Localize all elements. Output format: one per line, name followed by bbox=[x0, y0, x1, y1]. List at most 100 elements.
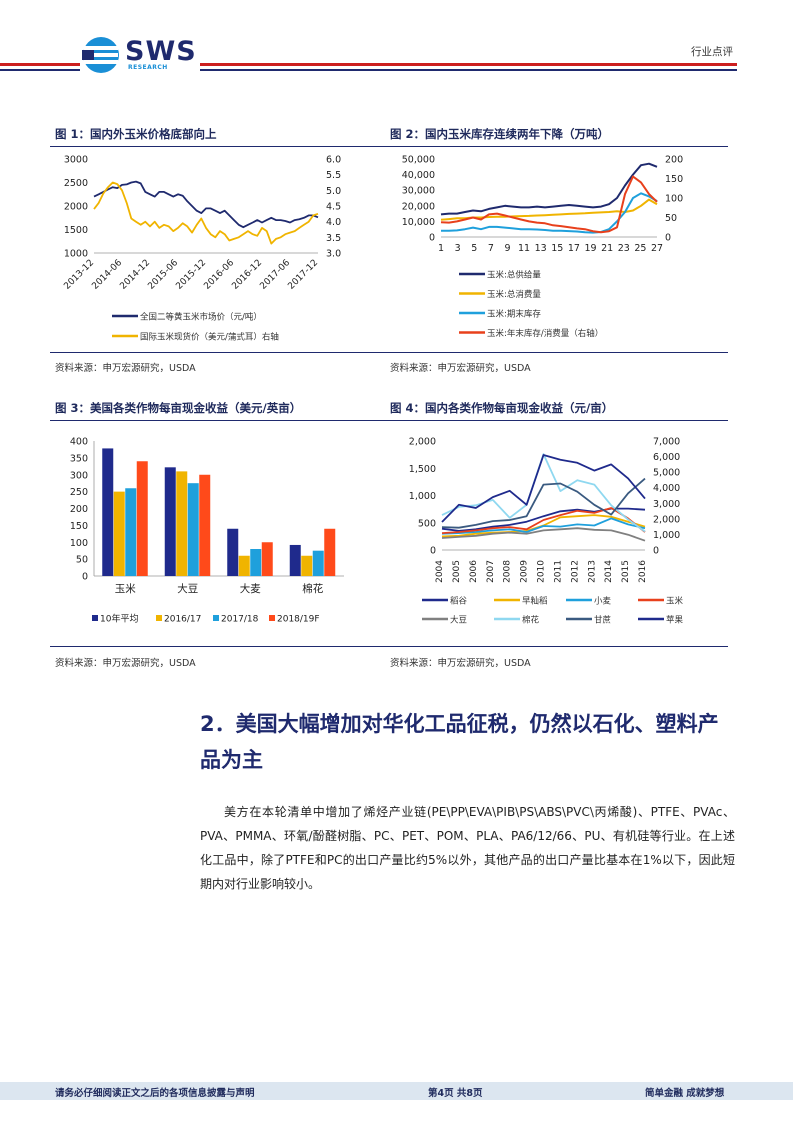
bar bbox=[324, 528, 336, 576]
footer-bar bbox=[0, 1082, 793, 1100]
y-tick-label-right: 5.5 bbox=[326, 170, 341, 181]
x-tick-label: 2008 bbox=[503, 560, 513, 583]
legend-label: 棉花 bbox=[522, 615, 540, 626]
y-tick-label-left: 1,500 bbox=[409, 464, 436, 475]
y-tick-label: 100 bbox=[70, 538, 88, 549]
y-tick-label-left: 2,000 bbox=[409, 437, 436, 448]
x-tick-label: 2013-12 bbox=[62, 258, 96, 292]
legend-label: 苹果 bbox=[666, 615, 684, 626]
figure-1-chart: 3000 2500 2000 1500 1000 6.0 5.5 5.0 4.5 4.0 3.5 3.… bbox=[62, 155, 341, 343]
x-tick-label: 2005 bbox=[452, 560, 462, 583]
x-tick-label: 2009 bbox=[520, 560, 530, 583]
x-tick-label: 2004 bbox=[435, 560, 445, 583]
y-tick-label: 50 bbox=[76, 555, 88, 566]
legend-label: 玉米 bbox=[666, 596, 684, 607]
report-type-label: 行业点评 bbox=[691, 46, 733, 58]
footer-page-info: 第4页 共8页 bbox=[428, 1088, 483, 1099]
figure-2-chart: 50,00040,00030,00020,00010,0000200150100… bbox=[402, 155, 683, 340]
x-tick-label: 2016-12 bbox=[230, 258, 264, 292]
x-tick-label: 11 bbox=[518, 243, 530, 254]
section-heading: 2．美国大幅增加对华化工品征税，仍然以石化、塑料产品为主 bbox=[200, 712, 719, 772]
y-tick-label-right: 4.0 bbox=[326, 217, 341, 228]
legend-swatch bbox=[213, 615, 219, 621]
bar bbox=[113, 491, 125, 576]
legend-label: 2018/19F bbox=[277, 615, 320, 625]
y-tick-label: 300 bbox=[70, 470, 88, 481]
bar bbox=[312, 550, 324, 576]
x-tick-label: 2012 bbox=[570, 560, 580, 583]
y-tick-label-left: 40,000 bbox=[402, 170, 435, 181]
x-tick-label: 大麦 bbox=[240, 582, 261, 595]
y-tick-label-left: 50,000 bbox=[402, 155, 435, 166]
x-tick-label: 2014 bbox=[604, 560, 614, 583]
bar bbox=[136, 461, 148, 576]
divider-row-2-top bbox=[50, 420, 728, 421]
bar bbox=[102, 448, 114, 576]
x-tick-label: 13 bbox=[535, 243, 547, 254]
legend-label: 甘蔗 bbox=[594, 615, 611, 626]
x-tick-label: 19 bbox=[584, 243, 596, 254]
y-tick-label-left: 2000 bbox=[64, 202, 88, 213]
x-tick-label: 7 bbox=[488, 243, 494, 254]
sws-logo-icon bbox=[82, 37, 119, 73]
y-tick-label-right: 6,000 bbox=[653, 452, 680, 463]
y-tick-label-right: 0 bbox=[653, 546, 659, 557]
series-line bbox=[441, 192, 658, 234]
x-tick-label: 5 bbox=[471, 243, 477, 254]
y-tick-label-left: 500 bbox=[418, 518, 436, 529]
y-tick-label-left: 1000 bbox=[64, 249, 88, 260]
y-tick-label: 0 bbox=[82, 572, 88, 583]
series-line bbox=[441, 454, 646, 523]
x-tick-label: 玉米 bbox=[115, 582, 136, 595]
y-tick-label-right: 5,000 bbox=[653, 468, 680, 479]
series-line bbox=[441, 527, 646, 542]
legend-label: 全国二等黄玉米市场价（元/吨） bbox=[140, 312, 262, 323]
figure-1-source: 资料来源：申万宏源研究，USDA bbox=[55, 363, 196, 374]
y-tick-label-right: 6.0 bbox=[326, 155, 341, 166]
bar bbox=[238, 555, 250, 576]
series-line bbox=[440, 162, 658, 216]
series-line bbox=[441, 507, 646, 534]
x-tick-label: 2011 bbox=[553, 560, 563, 583]
legend-label: 国际玉米现货价（美元/蒲式耳）右轴 bbox=[140, 332, 279, 343]
x-tick-label: 棉花 bbox=[302, 582, 323, 595]
x-tick-label: 21 bbox=[601, 243, 613, 254]
x-tick-label: 23 bbox=[618, 243, 630, 254]
y-tick-label-left: 30,000 bbox=[402, 186, 435, 197]
y-tick-label-left: 3000 bbox=[64, 155, 88, 166]
x-tick-label: 27 bbox=[651, 243, 663, 254]
y-tick-label-left: 1,000 bbox=[409, 491, 436, 502]
bar bbox=[176, 471, 188, 576]
y-tick-label: 150 bbox=[70, 521, 88, 532]
figure-4-chart: 2,000 1,500 1,000 500 0 7,000 6,000 5,000 4,000 3… bbox=[409, 437, 684, 626]
series-line bbox=[93, 181, 319, 245]
x-tick-label: 大豆 bbox=[177, 582, 198, 595]
y-tick-label-right: 4,000 bbox=[653, 483, 680, 494]
figure-1-title: 图 1：国内外玉米价格底部向上 bbox=[55, 127, 217, 141]
y-tick-label-right: 2,000 bbox=[653, 514, 680, 525]
y-tick-label-left: 20,000 bbox=[402, 201, 435, 212]
y-tick-label-right: 1,000 bbox=[653, 530, 680, 541]
legend-label: 玉米:年末库存/消费量（右轴） bbox=[487, 328, 603, 339]
bar bbox=[187, 483, 199, 576]
bar bbox=[289, 544, 301, 576]
bar bbox=[199, 474, 211, 576]
x-tick-label: 2010 bbox=[537, 560, 547, 583]
divider-row-2-bottom bbox=[50, 646, 728, 647]
footer-slogan: 简单金融 成就梦想 bbox=[645, 1088, 725, 1099]
bar bbox=[250, 549, 262, 576]
legend-label: 2016/17 bbox=[164, 615, 201, 625]
logo-text: SWS bbox=[125, 36, 197, 67]
x-tick-label: 3 bbox=[455, 243, 461, 254]
logo-subtext: RESEARCH bbox=[128, 64, 168, 71]
x-tick-label: 2017-12 bbox=[286, 258, 320, 292]
x-tick-label: 2014-12 bbox=[118, 258, 152, 292]
x-tick-label: 2013 bbox=[587, 560, 597, 583]
legend-label: 10年平均 bbox=[100, 613, 138, 625]
x-tick-label: 25 bbox=[634, 243, 646, 254]
legend-label: 2017/18 bbox=[221, 615, 259, 625]
header-navy-line bbox=[0, 69, 80, 71]
figure-3-source: 资料来源：申万宏源研究，USDA bbox=[55, 658, 196, 669]
x-tick-label: 2007 bbox=[486, 560, 496, 583]
y-tick-label: 250 bbox=[70, 487, 88, 498]
